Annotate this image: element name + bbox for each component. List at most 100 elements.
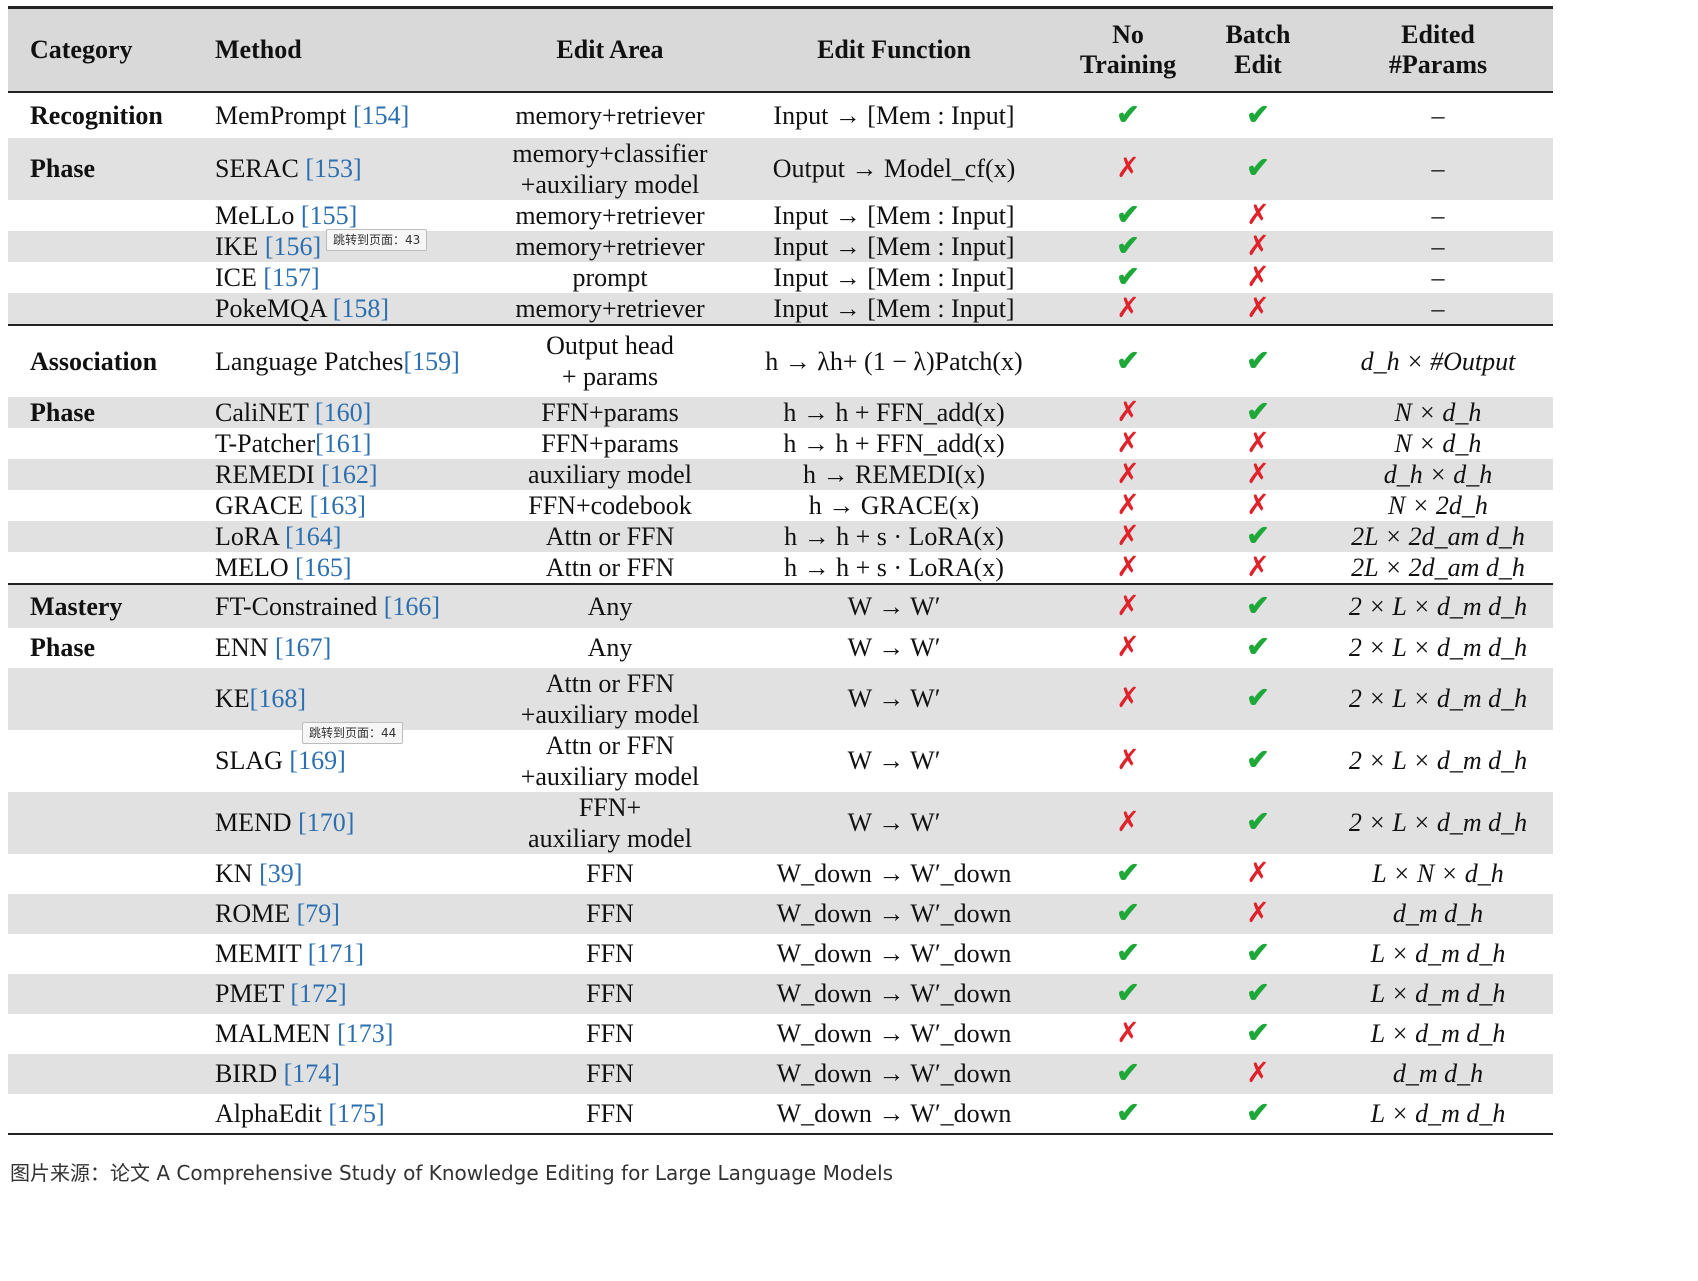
table-row: MEND [170] FFN+ auxiliary model W → W′ ✗ ✔ 2 …: [8, 791, 1553, 854]
edit-area: prompt: [572, 262, 648, 292]
edit-area: memory+retriever: [515, 100, 705, 130]
cross-icon: ✗: [1246, 458, 1270, 490]
header-category: Category: [8, 6, 205, 93]
edited-params: 2 × L × d_m d_h: [1348, 746, 1528, 775]
citation-link[interactable]: [175]: [328, 1098, 385, 1128]
edit-function: h → GRACE(x): [808, 490, 980, 520]
method-label: FT-Constrained: [215, 591, 384, 621]
citation-link[interactable]: [39]: [259, 859, 303, 888]
category-label: [8, 200, 205, 231]
category-label: [8, 934, 205, 974]
citation-link[interactable]: [157]: [263, 262, 320, 292]
category-label: Phase: [30, 154, 95, 183]
no-training-cell: ✗: [1063, 459, 1193, 490]
table-header-row: Category Method Edit Area Edit Function …: [8, 6, 1553, 93]
header-edit-area: Edit Area: [495, 6, 725, 93]
batch-edit-cell: ✗: [1193, 293, 1323, 325]
citation-link[interactable]: [170]: [298, 808, 355, 837]
check-icon: ✔: [1246, 520, 1270, 552]
no-training-cell: ✗: [1063, 552, 1193, 584]
method-label: KN: [215, 859, 260, 888]
table-row: REMEDI [162] auxiliary model h → REMEDI(x)…: [8, 458, 1553, 490]
no-training-cell: ✗: [1063, 397, 1193, 428]
batch-edit-cell: ✔: [1193, 974, 1323, 1014]
category-label: [8, 730, 205, 792]
citation-link[interactable]: [159]: [403, 346, 460, 376]
citation-link[interactable]: [165]: [295, 552, 352, 582]
table-row: KE[168] Attn or FFN +auxiliary model W → W…: [8, 667, 1553, 730]
method-name: MALMEN [173]: [205, 1014, 495, 1054]
edit-area: FFN+params: [541, 397, 679, 427]
method-label: MemPrompt: [215, 100, 353, 130]
citation-link[interactable]: [160]: [314, 397, 372, 427]
check-icon: ✔: [1246, 396, 1270, 428]
category-label: [8, 459, 205, 490]
edit-area: FFN+params: [541, 428, 679, 458]
citation-link[interactable]: [155]: [300, 200, 358, 230]
edited-params: –: [1431, 200, 1445, 230]
method-label: IKE: [215, 231, 265, 261]
no-training-cell: ✗: [1063, 293, 1193, 325]
table-row: BIRD [174] FFN W_down → W′_down ✔ ✗ d_m d_h: [8, 1053, 1553, 1094]
citation-link[interactable]: [154]: [352, 100, 410, 130]
citation-link[interactable]: [166]: [383, 591, 441, 621]
citation-link[interactable]: [169]: [289, 746, 346, 775]
category-label: [8, 854, 205, 894]
no-training-cell: ✗: [1063, 730, 1193, 792]
citation-link[interactable]: [79]: [296, 899, 340, 928]
method-label: CaliNET: [215, 397, 315, 427]
category-label: Phase: [30, 397, 95, 427]
cross-icon: ✗: [1116, 458, 1140, 490]
check-icon: ✔: [1116, 99, 1140, 131]
method-name: REMEDI [162]: [205, 459, 495, 490]
category-label: [8, 262, 205, 293]
batch-edit-cell: ✔: [1193, 668, 1323, 730]
citation-link[interactable]: [168]: [249, 684, 306, 713]
citation-link[interactable]: [161]: [315, 428, 372, 458]
citation-link[interactable]: [153]: [305, 154, 362, 183]
citation-link[interactable]: [164]: [285, 521, 342, 551]
edited-params: 2 × L × d_m d_h: [1348, 808, 1528, 837]
edit-area: FFN: [586, 939, 634, 968]
batch-edit-cell: ✔: [1193, 1093, 1323, 1135]
no-training-cell: ✗: [1063, 490, 1193, 521]
citation-link[interactable]: [167]: [274, 633, 332, 662]
edit-function: W_down → W′_down: [725, 1093, 1063, 1135]
check-icon: ✔: [1116, 858, 1140, 889]
citation-link[interactable]: [172]: [290, 979, 347, 1008]
method-name: GRACE [163]: [205, 490, 495, 521]
no-training-cell: ✔: [1063, 974, 1193, 1014]
citation-link[interactable]: [174]: [283, 1059, 340, 1088]
citation-link[interactable]: [156]: [264, 231, 322, 261]
citation-link[interactable]: [158]: [332, 293, 390, 323]
table-row: KN [39] FFN W_down → W′_down ✔ ✗ L × N × d_h: [8, 854, 1553, 894]
cross-icon: ✗: [1246, 1058, 1270, 1089]
edited-params: –: [1431, 100, 1445, 130]
check-icon: ✔: [1116, 345, 1140, 377]
citation-link[interactable]: [171]: [307, 939, 365, 968]
citation-link[interactable]: [163]: [309, 490, 366, 520]
batch-edit-cell: ✗: [1193, 490, 1323, 521]
method-label: BIRD: [215, 1059, 284, 1088]
table-row: T-Patcher[161] FFN+params h → h + FFN_add(…: [8, 428, 1553, 459]
citation-link[interactable]: [162]: [321, 459, 378, 489]
edit-function: W → W′: [847, 684, 941, 713]
batch-edit-cell: ✔: [1193, 521, 1323, 552]
batch-edit-cell: ✗: [1193, 262, 1323, 293]
method-label: Language Patches: [215, 346, 404, 376]
batch-edit-cell: ✗: [1193, 854, 1323, 894]
edited-params: N × d_h: [1394, 428, 1482, 458]
edit-area: FFN: [586, 979, 634, 1008]
edited-params: L × d_m d_h: [1323, 1093, 1553, 1135]
edited-params: N × d_h: [1394, 397, 1482, 427]
method-label: KE: [215, 684, 250, 713]
edit-area: FFN: [586, 899, 634, 928]
edit-function: Output → Model_cf(x): [772, 154, 1016, 183]
edited-params: d_m d_h: [1392, 899, 1484, 928]
citation-link[interactable]: [173]: [337, 1019, 394, 1048]
edited-params: L × N × d_h: [1372, 859, 1504, 888]
edited-params: d_h × #Output: [1323, 323, 1553, 397]
category-label: Mastery: [8, 582, 205, 628]
method-name: SERAC [153]: [205, 138, 495, 200]
no-training-cell: ✔: [1063, 231, 1193, 262]
